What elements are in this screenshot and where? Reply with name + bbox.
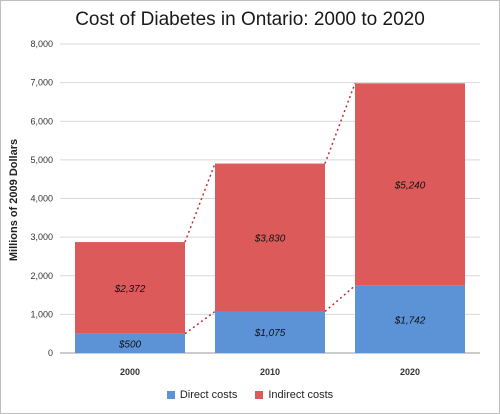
chart-title: Cost of Diabetes in Ontario: 2000 to 202… [75, 9, 425, 30]
legend-item-indirect: Indirect costs [255, 389, 333, 401]
y-tick-label: 7,000 [30, 78, 53, 88]
y-tick-label: 0 [48, 348, 53, 358]
bar-direct [215, 311, 325, 353]
x-tick-label: 2000 [120, 367, 140, 377]
bar-indirect [75, 242, 185, 334]
legend-label-direct: Direct costs [179, 389, 238, 401]
y-tick-label: 3,000 [30, 232, 53, 242]
legend-swatch-direct [166, 391, 175, 399]
y-tick-label: 2,000 [30, 271, 53, 281]
data-label: $2,372 [114, 284, 146, 295]
connector-line-direct [324, 285, 356, 313]
data-label: $500 [118, 339, 142, 350]
x-tick-label: 2020 [400, 367, 420, 377]
y-tick-label: 6,000 [30, 116, 53, 126]
y-tick-label: 8,000 [30, 39, 53, 49]
legend-item-direct: Direct costs [166, 389, 238, 401]
connector-line-direct [184, 310, 216, 335]
legend-label-indirect: Indirect costs [268, 389, 334, 401]
x-tick-label: 2010 [260, 367, 280, 377]
connector-line-total [184, 163, 216, 243]
y-tick-label: 5,000 [30, 155, 53, 165]
connector-line-total [324, 83, 356, 164]
data-label: $3,830 [254, 234, 286, 245]
bar-indirect [215, 163, 325, 312]
y-tick-label: 4,000 [30, 194, 53, 204]
data-label: $1,075 [254, 328, 286, 339]
bar-direct [75, 333, 185, 353]
legend: Direct costs Indirect costs [0, 389, 500, 401]
data-label: $5,240 [394, 181, 426, 192]
y-tick-label: 1,000 [30, 309, 53, 319]
data-label: $1,742 [394, 315, 426, 326]
bar-indirect [355, 83, 465, 286]
bar-direct [355, 285, 465, 353]
legend-swatch-indirect [255, 391, 264, 399]
